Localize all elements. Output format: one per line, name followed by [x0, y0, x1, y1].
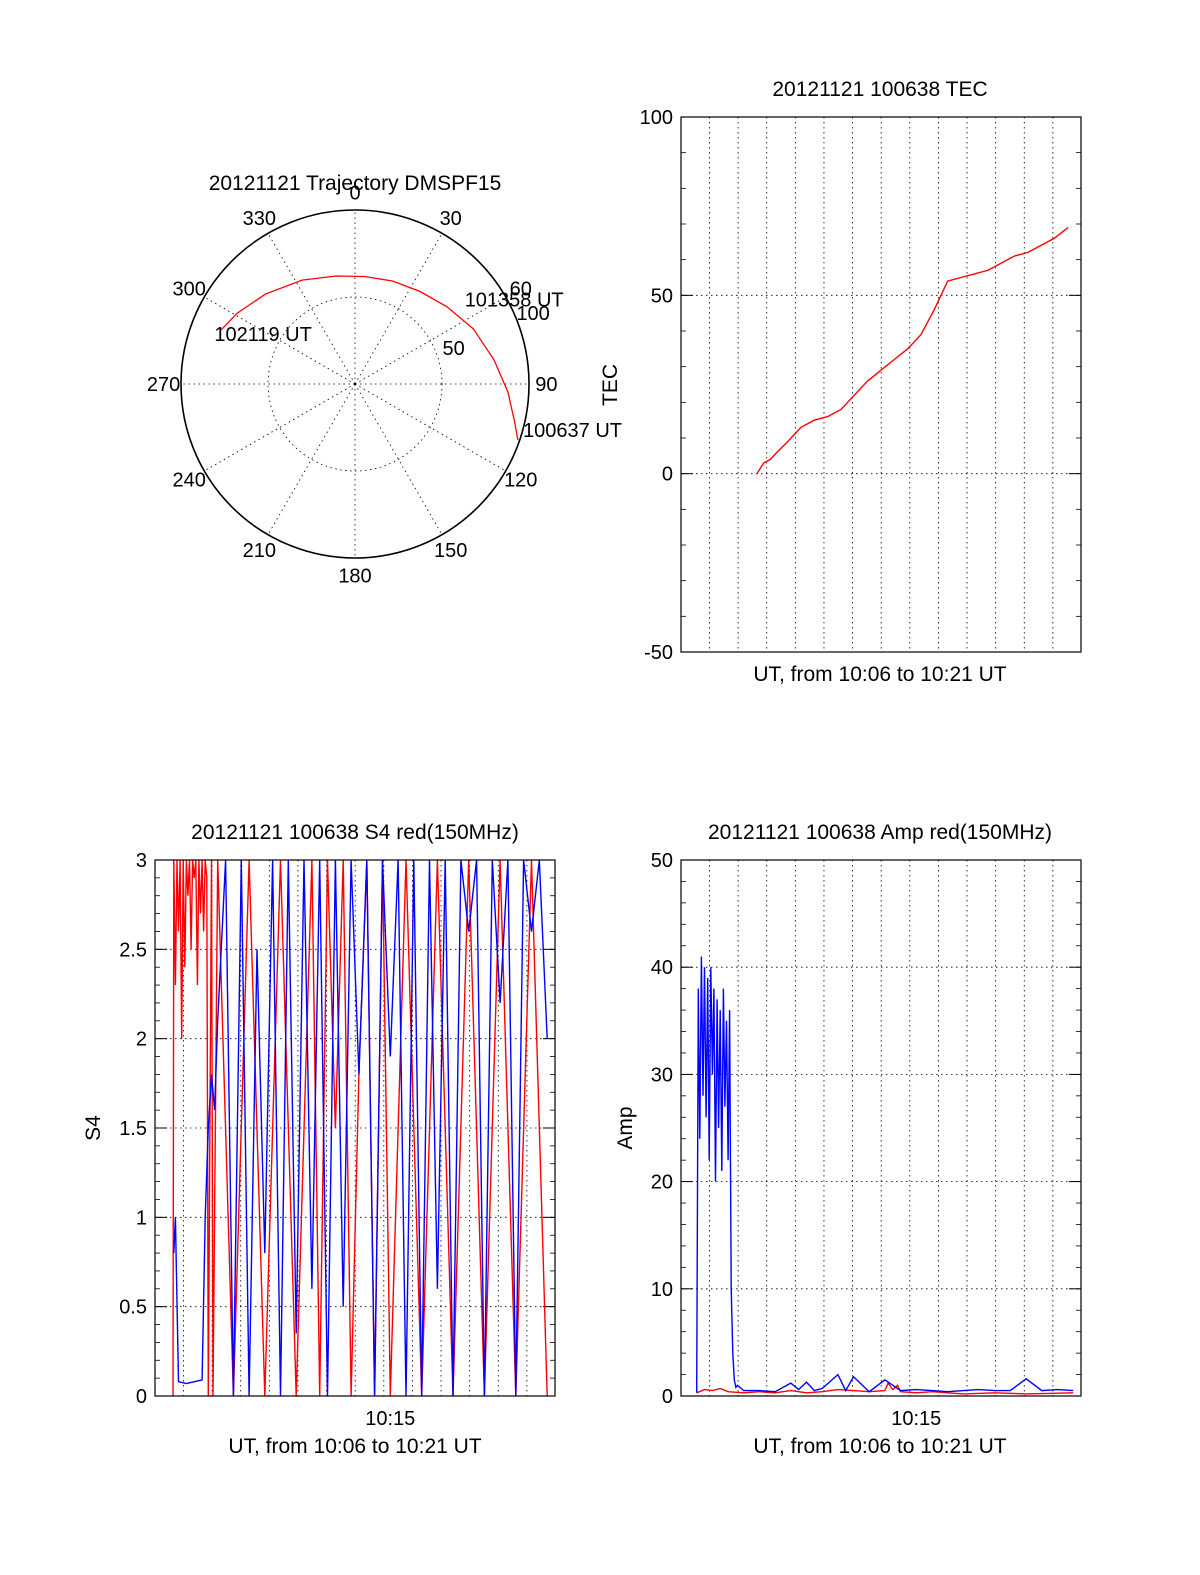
y-tick-label: 40 — [651, 957, 673, 979]
trajectory-series — [220, 275, 519, 441]
tec-chart: 20121121 100638 TEC UT, from 10:06 to 10… — [599, 78, 1082, 686]
y-tick-label: 1 — [136, 1207, 147, 1229]
outer-ring — [180, 209, 530, 559]
amp-chart: 20121121 100638 Amp red(150MHz) UT, from… — [614, 821, 1082, 1458]
angle-label: 0 — [349, 183, 360, 205]
y-tick-label: 0 — [136, 1386, 147, 1408]
y-tick-label: 2 — [136, 1029, 147, 1051]
angle-label: 210 — [243, 540, 276, 562]
trajectory-chart: 20121121 Trajectory DMSPF15 0 30 60 90 120 15… — [147, 172, 622, 587]
series-line — [696, 1381, 1074, 1395]
spoke — [354, 383, 506, 472]
y-tick-label: 20 — [651, 1172, 673, 1194]
x-tick-label: 10:15 — [365, 1408, 415, 1430]
spoke — [204, 383, 356, 472]
trajectory-annotation: 100637 UT — [523, 420, 622, 442]
trajectory-angle-labels: 0 30 60 90 120 150 180 210 240 270 300 330 50 100 — [147, 183, 558, 588]
s4-xlabel: UT, from 10:06 to 10:21 UT — [228, 1435, 481, 1458]
y-tick-label: 10 — [651, 1279, 673, 1301]
y-tick-label: 1.5 — [119, 1118, 147, 1140]
s4-title: 20121121 100638 S4 red(150MHz) — [191, 821, 519, 844]
angle-label: 300 — [173, 278, 206, 300]
y-tick-label: -50 — [644, 642, 673, 664]
amp-xlabel: UT, from 10:06 to 10:21 UT — [753, 1435, 1006, 1458]
angle-label: 180 — [338, 565, 371, 587]
s4-ylabel: S4 — [82, 1115, 105, 1141]
angle-label: 30 — [440, 208, 462, 230]
spoke — [354, 296, 506, 385]
series-line — [696, 956, 1074, 1393]
x-tick-label: 10:15 — [891, 1408, 941, 1430]
s4-chart: 20121121 100638 S4 red(150MHz) UT, from … — [82, 821, 556, 1458]
y-tick-label: 50 — [651, 285, 673, 307]
angle-label: 150 — [434, 540, 467, 562]
spoke — [204, 296, 356, 385]
y-tick-label: 100 — [640, 107, 673, 129]
spoke — [354, 233, 443, 385]
amp-title: 20121121 100638 Amp red(150MHz) — [708, 821, 1052, 844]
tec-title: 20121121 100638 TEC — [772, 78, 987, 101]
amp-ylabel: Amp — [614, 1106, 637, 1149]
radial-label: 50 — [443, 338, 465, 360]
trajectory-title: 20121121 Trajectory DMSPF15 — [209, 172, 502, 195]
trajectory-annotations: 102119 UT 101358 UT 100637 UT — [214, 289, 622, 442]
trajectory-line — [220, 275, 519, 441]
y-tick-label: 0.5 — [119, 1297, 147, 1319]
y-tick-label: 3 — [136, 850, 147, 872]
y-tick-label: 30 — [651, 1064, 673, 1086]
tec-ylabel: TEC — [599, 364, 622, 406]
series-line — [173, 860, 548, 1396]
y-tick-label: 0 — [662, 1386, 673, 1408]
angle-label: 60 — [510, 278, 532, 300]
trajectory-annotation: 101358 UT — [465, 289, 564, 311]
plot-frame — [154, 859, 556, 1397]
spoke — [267, 233, 356, 385]
series-line — [756, 227, 1069, 475]
trajectory-annotation: 102119 UT — [214, 324, 311, 346]
y-tick-label: 0 — [662, 464, 673, 486]
tec-xlabel: UT, from 10:06 to 10:21 UT — [753, 663, 1006, 686]
spoke — [354, 383, 443, 535]
angle-label: 270 — [147, 374, 180, 396]
plot-frame — [680, 116, 1082, 653]
spoke — [267, 383, 356, 535]
inner-ring — [267, 296, 443, 472]
angle-label: 330 — [243, 208, 276, 230]
angle-label: 240 — [173, 470, 206, 492]
y-tick-label: 50 — [651, 850, 673, 872]
angle-label: 120 — [504, 470, 537, 492]
plot-frame — [680, 859, 1082, 1397]
y-tick-label: 2.5 — [119, 939, 147, 961]
radial-label: 100 — [516, 303, 549, 325]
angle-label: 90 — [535, 374, 557, 396]
trajectory-grid — [180, 209, 530, 559]
